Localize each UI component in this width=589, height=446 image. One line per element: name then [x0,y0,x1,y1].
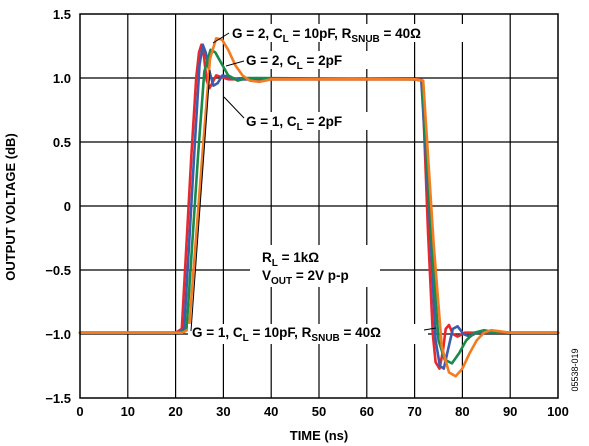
vout-symbol: V [262,268,271,283]
annotation-1-background [228,24,502,42]
annotation-1-mid: = 10pF, R [289,26,352,41]
annotation-4-sub1: L [243,333,249,344]
conditions-background [250,245,380,287]
y-tick-label: −0.5 [45,263,71,278]
annotation-4-text: G = 1, C [192,325,243,340]
vout-subscript: OUT [271,276,292,287]
x-tick-label: 60 [360,404,374,419]
y-axis-title: OUTPUT VOLTAGE (dB) [3,133,18,281]
x-tick-label: 70 [407,404,421,419]
annotation-3-text: G = 1, C [246,114,297,129]
annotation-2-leader [225,60,245,67]
annotation-2-mid: = 2pF [303,53,342,68]
y-tick-label: 0 [64,199,71,214]
x-tick-label: 80 [455,404,469,419]
annotation-1-tail: = 40Ω [380,26,421,41]
x-tick-label: 100 [547,404,569,419]
x-tick-labels: 0 10 20 30 40 50 60 70 80 90 100 [76,404,568,419]
y-tick-label: 0.5 [53,135,71,150]
annotation-4-tail: = 40Ω [340,325,381,340]
annotation-1-sub1: L [283,34,289,45]
annotation-2: G = 2, CL = 2pF [246,53,342,72]
y-tick-label: −1.0 [45,327,71,342]
rl-condition: RL = 1kΩ [262,250,319,269]
x-tick-label: 30 [216,404,230,419]
vout-condition: VOUT = 2V p-p [262,268,349,287]
annotation-1-leader [212,32,230,44]
series-layer [78,37,560,378]
annotation-4-leader-left [190,69,211,332]
x-tick-label: 90 [503,404,517,419]
annotation-1-text: G = 2, C [232,26,283,41]
annotation-3-background [242,112,380,130]
y-tick-label: 1.0 [53,71,71,86]
annotation-4-mid: = 10pF, R [249,325,312,340]
annotation-2-sub1: L [297,61,303,72]
annotation-3-leader [223,96,245,119]
x-tick-label: 0 [76,404,83,419]
plot-frame [79,13,559,399]
annotation-4-background [188,324,428,344]
x-tick-label: 40 [264,404,278,419]
x-tick-label: 10 [121,404,135,419]
y-tick-label: 1.5 [53,7,71,22]
x-axis-title: TIME (ns) [290,428,349,443]
annotation-3-sub1: L [297,122,303,133]
annotation-2-text: G = 2, C [246,53,297,68]
annotation-1: G = 2, CL = 10pF, RSNUB = 40Ω [232,26,421,45]
annotation-4-sub2: SNUB [311,333,339,344]
annotation-4-leader-right [423,327,437,331]
annotation-1-sub2: SNUB [351,34,379,45]
y-tick-label: −1.5 [45,391,71,406]
rl-value: = 1kΩ [278,250,319,265]
annotation-2-background [242,51,382,69]
annotation-4: G = 1, CL = 10pF, RSNUB = 40Ω [192,325,381,344]
rl-symbol: R [262,250,272,265]
y-tick-labels: 1.5 1.0 0.5 0 −0.5 −1.0 −1.5 [45,7,71,406]
vout-value: = 2V p-p [292,268,349,283]
annotation-3: G = 1, CL = 2pF [246,114,342,133]
rl-subscript: L [272,258,278,269]
series-line-4 [78,37,560,378]
figure-id: 05538-019 [570,348,580,391]
annotation-3-mid: = 2pF [303,114,342,129]
x-tick-label: 20 [168,404,182,419]
x-tick-label: 50 [312,404,326,419]
